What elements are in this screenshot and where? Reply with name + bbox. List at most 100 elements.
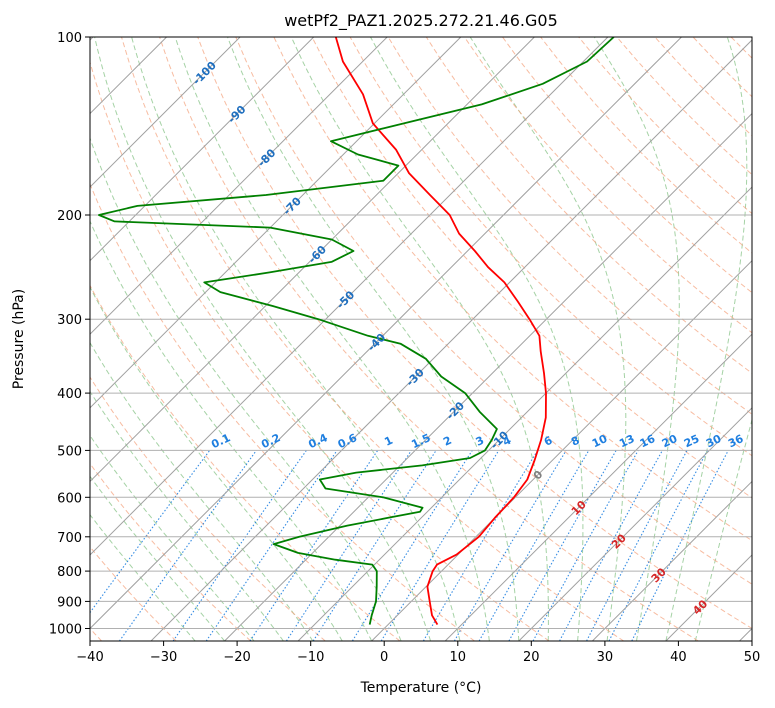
isotherm-line <box>224 112 752 641</box>
isotherm-line <box>444 333 752 641</box>
x-tick-label: 30 <box>597 650 614 665</box>
mixing-ratio-line <box>249 450 379 641</box>
isotherm-line <box>90 37 388 335</box>
mixing-ratio-line <box>559 450 663 641</box>
x-tick-label: 0 <box>380 650 388 665</box>
isotherm-line <box>90 37 315 262</box>
moist-adiabat <box>90 434 255 641</box>
isotherm-line <box>90 37 535 483</box>
mixing-ratio-line <box>631 450 729 641</box>
dry-adiabat <box>90 182 475 641</box>
mixing-ratio-line <box>172 450 307 641</box>
x-tick-label: −40 <box>76 650 103 665</box>
y-tick-label: 900 <box>57 595 82 610</box>
dry-adiabat <box>90 376 326 641</box>
y-tick-label: 300 <box>57 313 82 328</box>
dry-adiabat <box>90 60 550 641</box>
x-axis: −40 −30 −20 −10 0 10 20 30 40 50 <box>76 641 760 665</box>
moist-adiabat <box>174 37 490 641</box>
dry-adiabat <box>121 37 624 641</box>
isotherm-line <box>592 480 752 641</box>
dry-adiabat <box>197 37 752 630</box>
dry-adiabat <box>90 462 252 641</box>
dewpoint-line <box>98 37 615 625</box>
mixing-ratio-line <box>351 450 473 641</box>
moist-adiabat <box>370 37 584 641</box>
dry-adiabat <box>463 37 752 334</box>
mixing-ratio-line <box>90 450 211 614</box>
y-tick-label: 800 <box>57 565 82 580</box>
pressure-gridlines <box>90 37 752 629</box>
mixing-ratio-label: 13 <box>617 432 636 450</box>
mixing-ratio-label: 36 <box>726 432 746 450</box>
isotherm-line <box>90 37 241 188</box>
x-tick-label: 40 <box>670 650 687 665</box>
mixing-ratio-line <box>422 450 539 641</box>
x-tick-label: 20 <box>523 650 540 665</box>
mixing-ratio-label: 10 <box>590 432 610 450</box>
mixing-ratio-label: 25 <box>682 432 701 450</box>
mixing-ratio-label: 16 <box>638 432 658 450</box>
mixing-ratio-line <box>532 450 639 641</box>
dry-adiabat <box>90 546 177 641</box>
mixing-ratio-line <box>586 450 688 641</box>
moist-adiabat <box>90 475 225 641</box>
moist-adiabat <box>90 286 343 641</box>
mixing-ratio-line <box>285 450 412 641</box>
y-tick-label: 500 <box>57 444 82 459</box>
mixing-ratio-label: 20 <box>660 432 680 450</box>
dry-adiabats <box>90 37 752 641</box>
isotherms <box>90 37 752 641</box>
mixing-ratio-line <box>508 450 617 641</box>
mixing-ratio-line <box>312 450 437 641</box>
dry-adiabat <box>502 37 752 294</box>
y-tick-label: 700 <box>57 531 82 546</box>
isotherm-line <box>90 37 609 556</box>
x-tick-label: −30 <box>150 650 177 665</box>
moist-adiabat <box>290 37 549 641</box>
chart-title: wetPf2_PAZ1.2025.272.21.46.G05 <box>284 11 558 31</box>
mixing-ratio-line <box>380 450 500 641</box>
y-axis-title: Pressure (hPa) <box>11 289 27 389</box>
moist-adiabat <box>665 37 748 641</box>
plot-frame <box>89 36 753 642</box>
moist-adiabat <box>94 37 431 641</box>
x-axis-title: Temperature (°C) <box>360 680 482 696</box>
y-tick-label: 400 <box>57 387 82 402</box>
y-tick-label: 1000 <box>49 623 82 638</box>
moist-adiabat <box>131 37 461 641</box>
dry-adiabat <box>235 37 752 585</box>
isotherm-line <box>371 259 752 641</box>
mixing-ratio-lines <box>90 450 729 641</box>
dry-adiabat <box>387 37 752 415</box>
moist-adiabat <box>593 37 680 641</box>
temperature-line <box>334 37 547 626</box>
isotherm-line <box>150 39 752 641</box>
y-tick-label: 100 <box>57 31 82 46</box>
dry-adiabat <box>311 37 752 499</box>
y-tick-label: 600 <box>57 491 82 506</box>
x-tick-label: 10 <box>450 650 467 665</box>
mixing-ratio-line <box>205 450 338 641</box>
moist-adiabats <box>90 37 752 641</box>
mixing-ratio-line <box>118 450 257 641</box>
x-tick-label: 50 <box>744 650 761 665</box>
y-axis: 1000 900 800 700 600 500 400 300 200 100 <box>49 31 90 638</box>
sounding-series <box>98 37 615 626</box>
moist-adiabat <box>90 219 373 641</box>
moist-adiabat <box>227 37 520 641</box>
moist-adiabat <box>469 37 627 641</box>
moist-adiabat <box>694 417 752 641</box>
moist-adiabat <box>90 341 314 641</box>
isotherm-line <box>90 37 462 409</box>
isotherm-line <box>518 407 752 641</box>
plot-area: -100-90-80-70-60-50-40-30-20-10010203040… <box>90 37 752 641</box>
x-tick-label: −10 <box>297 650 324 665</box>
isotherm-line <box>297 186 752 641</box>
mixing-ratio-line <box>608 450 708 641</box>
y-tick-label: 200 <box>57 209 82 224</box>
mixing-ratio-label: 30 <box>704 432 724 450</box>
dry-adiabat <box>159 37 699 641</box>
x-tick-label: −20 <box>223 650 250 665</box>
